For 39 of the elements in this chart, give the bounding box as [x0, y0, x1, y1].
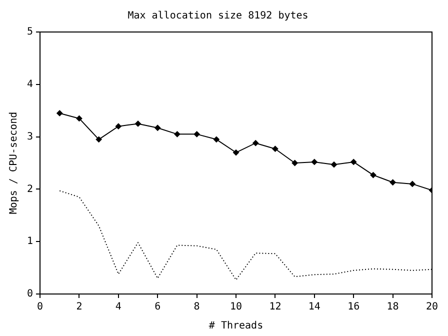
x-tick-label: 12 [269, 302, 282, 313]
point [56, 110, 63, 116]
chart-title: Max allocation size 8192 bytes [128, 10, 308, 22]
point [272, 146, 278, 152]
point [311, 158, 318, 165]
x-tick-label: 6 [154, 302, 161, 313]
point [96, 136, 102, 142]
point [350, 158, 357, 165]
point [370, 172, 376, 178]
point [331, 162, 338, 168]
point [154, 124, 161, 131]
x-tick-label: 2 [76, 302, 82, 313]
x-tick-label: 8 [194, 302, 200, 313]
point [409, 180, 416, 187]
y-tick-label: 1 [26, 236, 34, 248]
y-tick-label: 3 [26, 131, 34, 142]
point [194, 131, 200, 138]
y-tick-label: 5 [26, 26, 34, 38]
point [76, 115, 82, 122]
x-tick-label: 0 [37, 302, 44, 313]
point [292, 160, 298, 166]
y-axis-title: Mops / CPU-second [8, 112, 20, 214]
y-tick-label: 2 [26, 184, 34, 195]
point [174, 131, 180, 138]
y-tick-label: 4 [26, 78, 34, 90]
point [252, 140, 259, 146]
point [390, 179, 396, 186]
x-tick-label: 10 [230, 302, 242, 313]
point [115, 123, 122, 130]
point [213, 136, 220, 142]
x-tick-label: 4 [115, 302, 122, 313]
y-tick-label: 0 [26, 288, 34, 300]
x-tick-label: 20 [426, 302, 438, 313]
x-tick-label: 16 [348, 302, 360, 313]
x-tick-label: 18 [386, 302, 399, 313]
x-axis-title: # Threads [208, 320, 264, 332]
x-tick-label: 14 [308, 302, 320, 313]
point [233, 150, 240, 156]
point [135, 120, 142, 127]
